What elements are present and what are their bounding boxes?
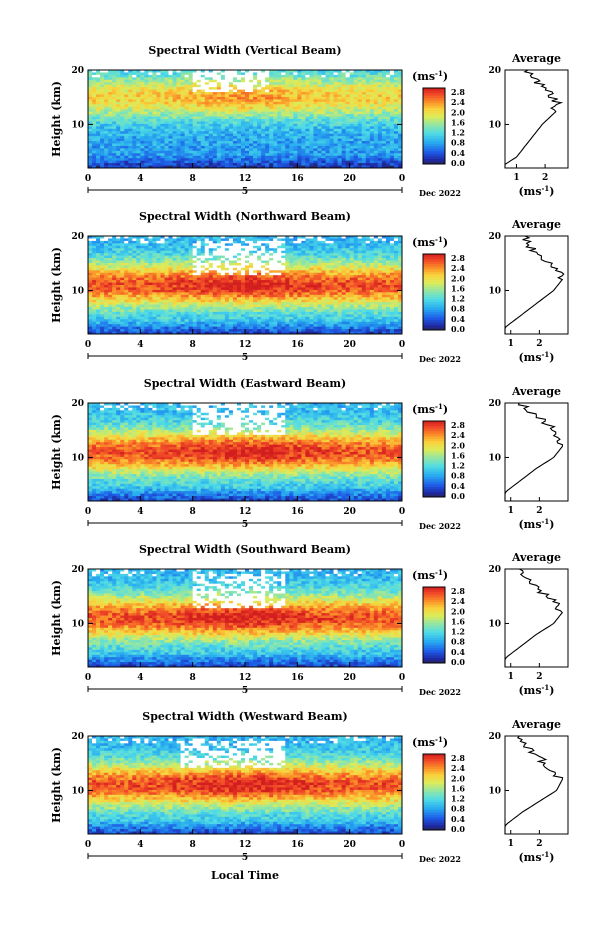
chart-title: Spectral Width (Vertical Beam) <box>148 44 341 57</box>
colorbar-tick-label: 1.6 <box>451 117 465 127</box>
panels: Spectral Width (Vertical Beam)2010Height… <box>50 44 568 864</box>
profile-x-tick-label: 1 <box>513 173 519 183</box>
chart-title: Spectral Width (Northward Beam) <box>139 210 351 223</box>
panel-1: Spectral Width (Vertical Beam)2010Height… <box>50 44 568 198</box>
profile-x-tick-label: 2 <box>542 173 548 183</box>
x-tick-label: 0 <box>399 174 405 184</box>
x-tick-label: 12 <box>239 174 252 184</box>
profile-line <box>505 70 561 168</box>
colorbar-tick-label: 2.4 <box>451 97 465 107</box>
x-tick-label: 16 <box>291 174 304 184</box>
colorbar-tick-label: 2.0 <box>451 107 465 117</box>
x-tick-label: 4 <box>137 174 143 184</box>
day-label: 5 <box>242 187 248 197</box>
x-tick-label: 0 <box>85 174 91 184</box>
colorbar-tick-label: 0.0 <box>451 158 465 168</box>
profile-unit: (ms-1) <box>518 184 554 198</box>
y-axis-label: Height (km) <box>50 81 63 157</box>
date-label: Dec 2022 <box>419 188 461 198</box>
profile-y-tick-label: 20 <box>488 66 501 76</box>
colorbar-tick-label: 1.2 <box>451 128 465 138</box>
y-tick-label: 20 <box>71 66 84 76</box>
heatmap <box>88 70 403 169</box>
x-tick-label: 20 <box>343 174 356 184</box>
y-tick-label: 10 <box>71 120 84 130</box>
profile-y-tick-label: 10 <box>488 120 501 130</box>
colorbar-tick-label: 0.8 <box>451 138 465 148</box>
colorbar-tick-label: 0.4 <box>451 148 465 158</box>
colorbar-unit: (ms-1) <box>412 69 448 83</box>
x-tick-label: 8 <box>190 174 196 184</box>
profile-title: Average <box>511 52 561 65</box>
panel-2: Spectral Width (Northward Beam)2010Heigh… <box>50 210 568 364</box>
colorbar-tick-label: 2.8 <box>451 87 465 97</box>
profile-frame <box>505 70 568 168</box>
heatmap <box>88 236 403 335</box>
